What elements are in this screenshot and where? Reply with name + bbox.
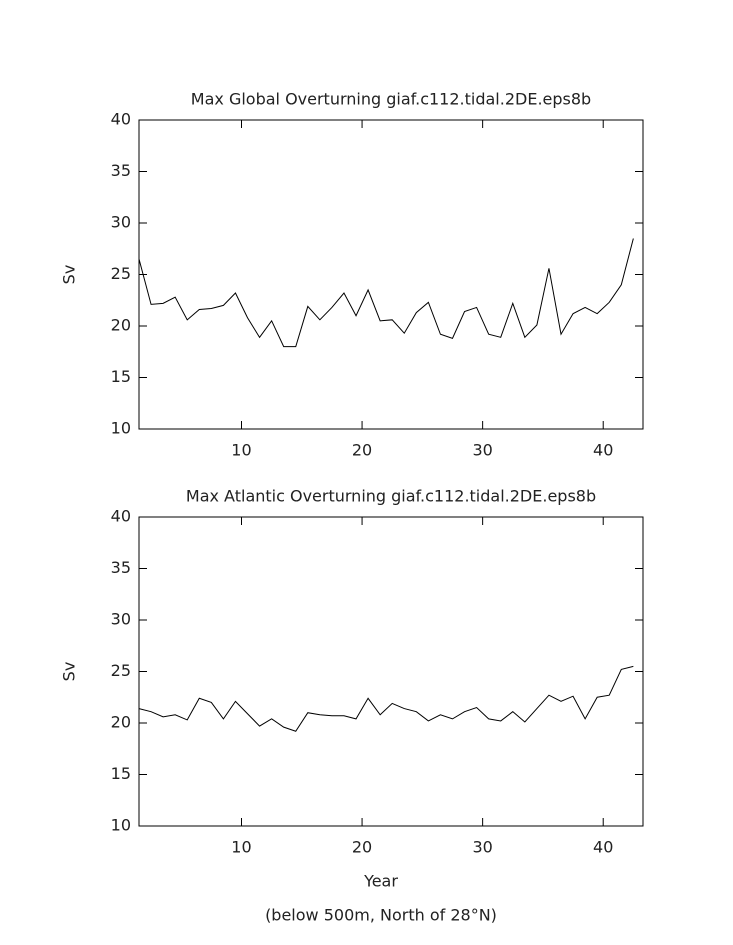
y-tick-label: 40 [111, 110, 131, 129]
data-line [138, 665, 634, 732]
y-tick-label: 35 [111, 161, 131, 180]
x-tick-label: 10 [231, 441, 251, 460]
chart-title: Max Global Overturning giaf.c112.tidal.2… [191, 90, 591, 109]
x-axis-label: Year [363, 872, 398, 891]
y-axis-label: Sv [60, 662, 79, 682]
plot-frame [138, 516, 644, 827]
y-tick-label: 15 [111, 367, 131, 386]
y-tick-label: 20 [111, 713, 131, 732]
x-tick-label: 40 [593, 441, 613, 460]
y-axis-label: Sv [60, 265, 79, 285]
y-tick-label: 10 [111, 816, 131, 835]
data-line [138, 238, 634, 348]
chart-title: Max Atlantic Overturning giaf.c112.tidal… [186, 487, 596, 506]
y-tick-label: 10 [111, 419, 131, 438]
y-tick-label: 30 [111, 610, 131, 629]
x-tick-label: 20 [352, 441, 372, 460]
x-tick-label: 30 [472, 441, 492, 460]
note: (below 500m, North of 28°N) [265, 906, 497, 925]
plot-frame [138, 119, 644, 430]
y-tick-label: 20 [111, 316, 131, 335]
x-tick-label: 30 [472, 838, 492, 857]
y-tick-label: 25 [111, 661, 131, 680]
y-tick-label: 35 [111, 558, 131, 577]
x-tick-label: 20 [352, 838, 372, 857]
y-tick-label: 15 [111, 764, 131, 783]
x-tick-label: 40 [593, 838, 613, 857]
y-tick-label: 40 [111, 507, 131, 526]
y-tick-label: 30 [111, 213, 131, 232]
y-tick-label: 25 [111, 264, 131, 283]
x-tick-label: 10 [231, 838, 251, 857]
